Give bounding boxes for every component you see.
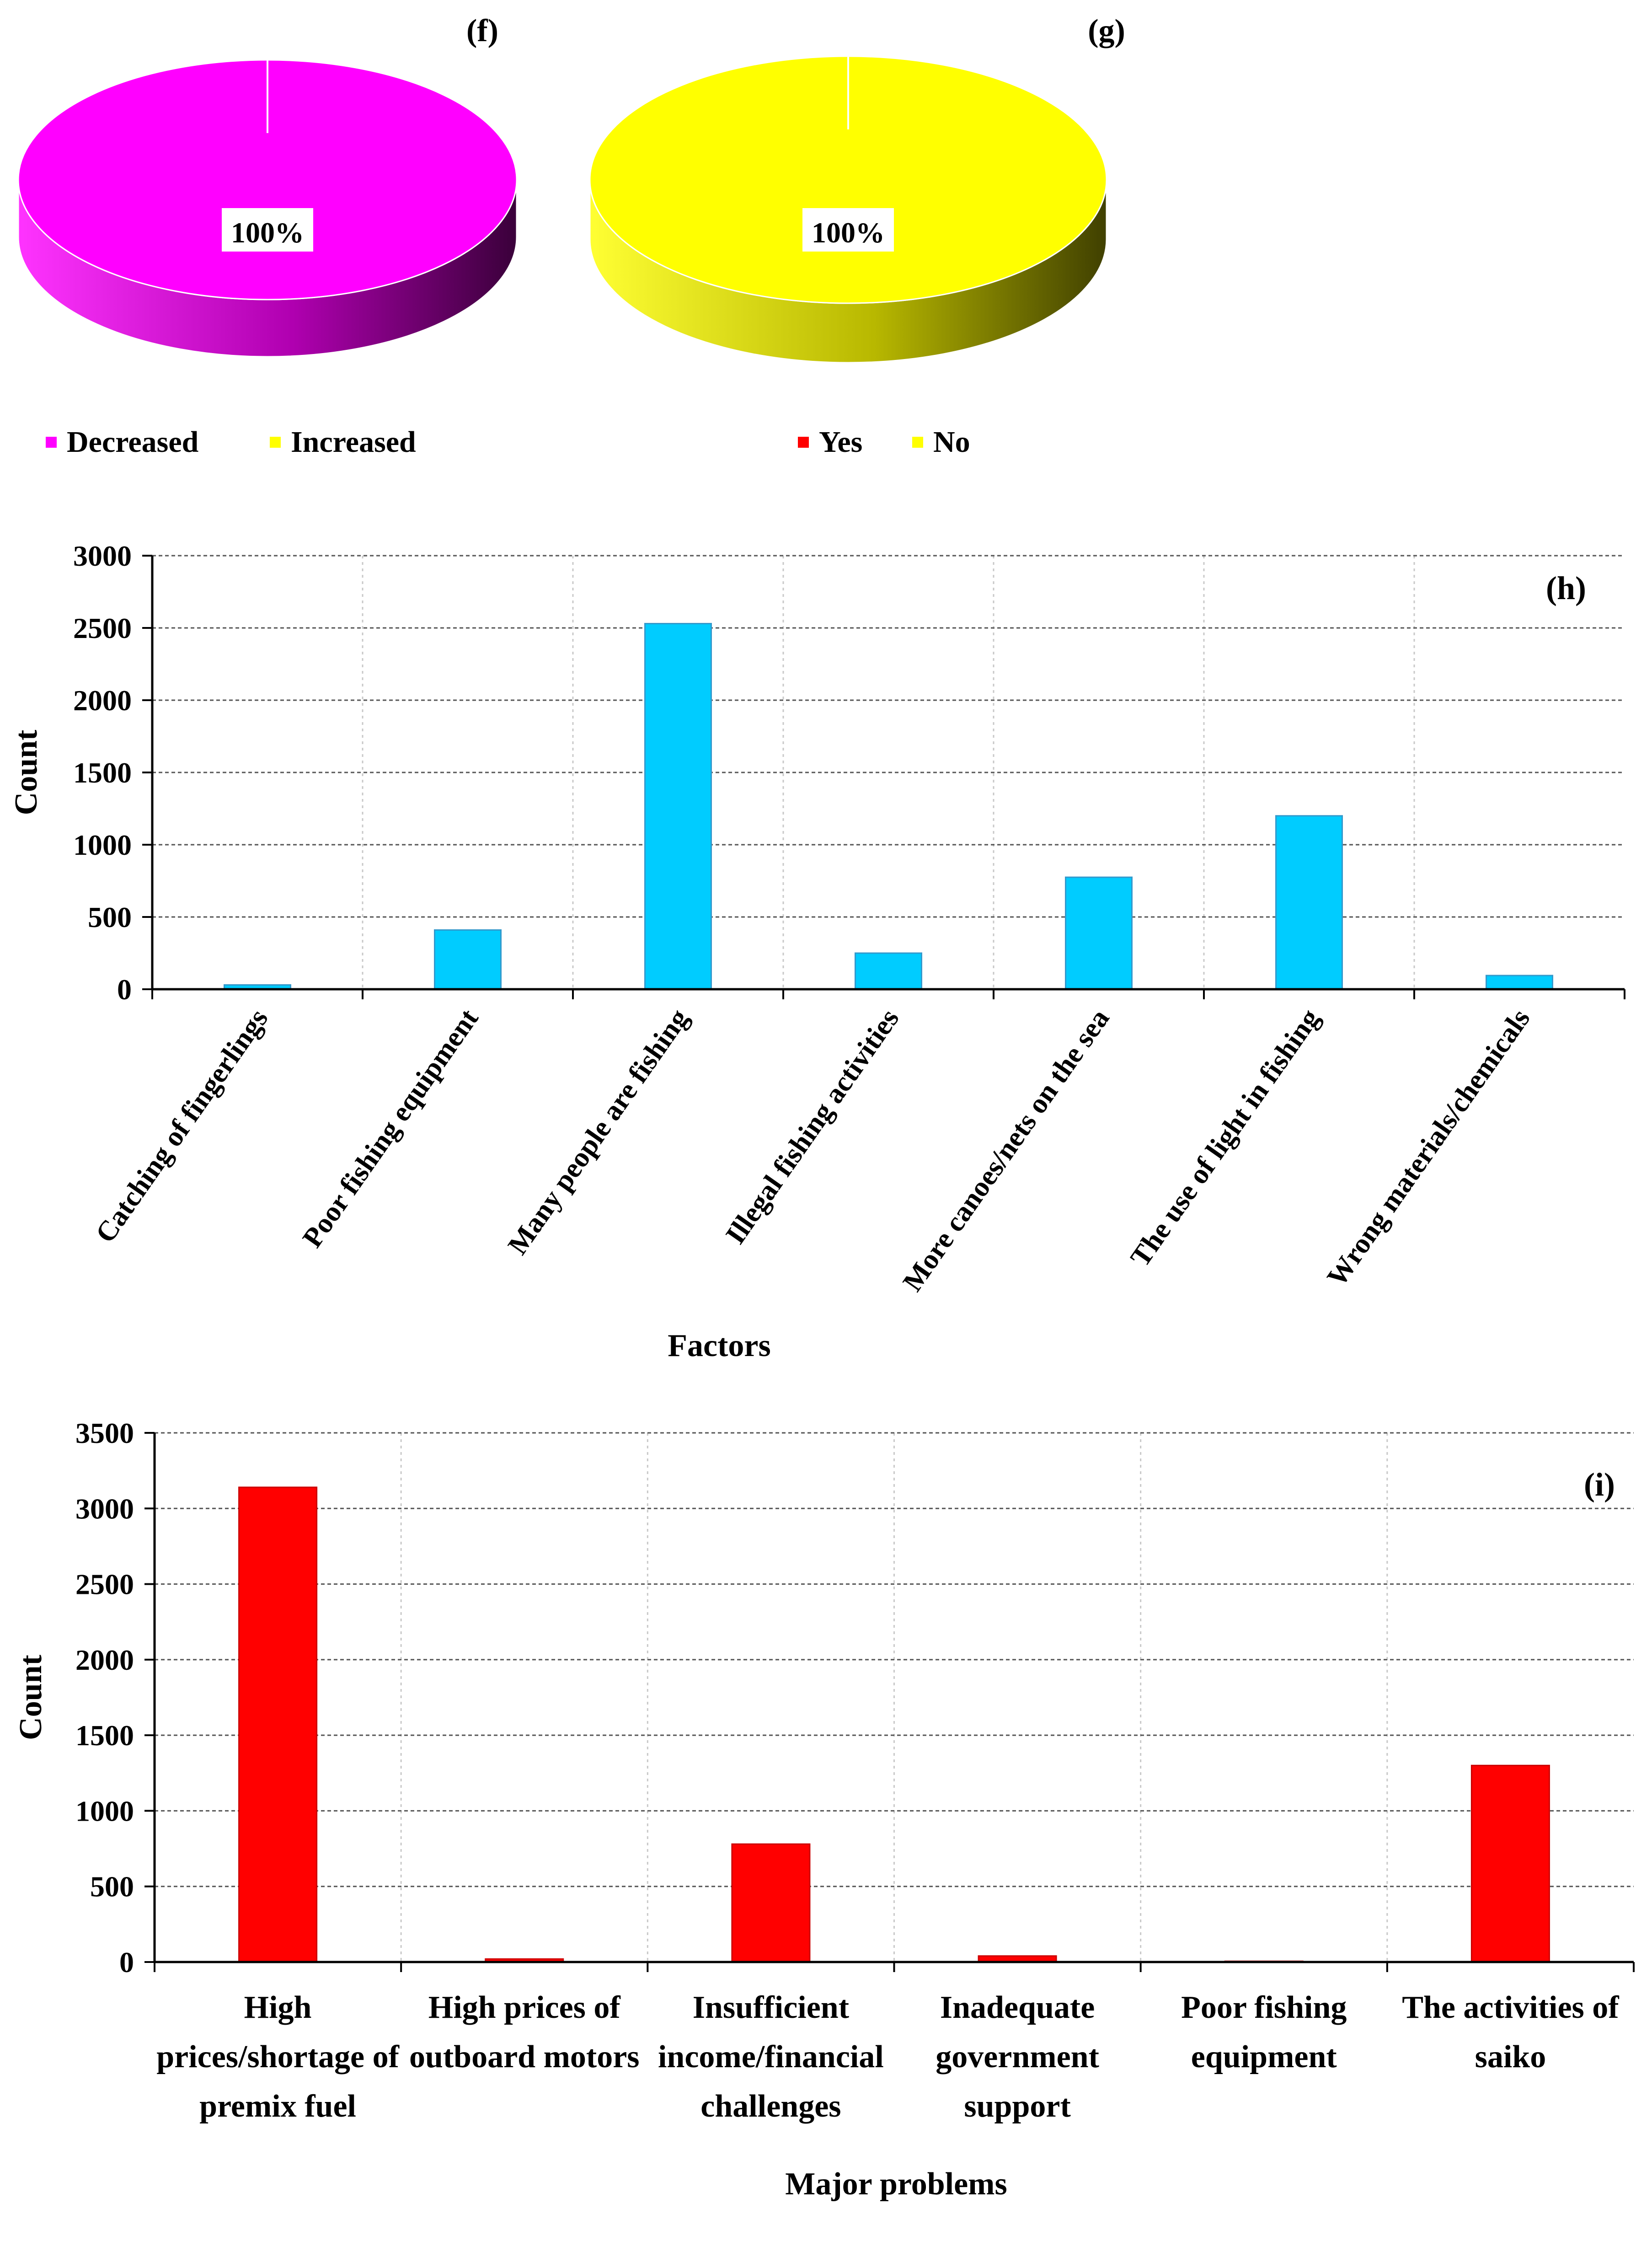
y-tick-label: 500 bbox=[90, 1871, 134, 1903]
y-axis-label: Count bbox=[9, 730, 44, 815]
y-tick-label: 3500 bbox=[75, 1417, 134, 1449]
y-tick-label: 2000 bbox=[73, 684, 132, 717]
legend-swatch-no bbox=[912, 437, 923, 448]
pie-percent-label: 100% bbox=[812, 216, 885, 249]
x-axis-label: Major problems bbox=[785, 2166, 1007, 2202]
legend-label-yes: Yes bbox=[819, 425, 862, 459]
x-axis-label: Factors bbox=[668, 1328, 770, 1363]
bar-chart-i: 0 500 1000 1500 2000 2500 3000 3500 (i) Count Majo… bbox=[13, 1417, 1635, 2202]
y-tick-label: 0 bbox=[117, 973, 132, 1006]
panel-label-f: (f) bbox=[466, 13, 498, 48]
bar-5 bbox=[1470, 1764, 1550, 1963]
panel-label-g: (g) bbox=[1088, 13, 1125, 48]
legend-label-no: No bbox=[933, 425, 970, 459]
panel-label-h: (h) bbox=[1546, 570, 1586, 606]
y-axis-label: Count bbox=[13, 1655, 48, 1740]
x-tick-label: prices/shortage of bbox=[156, 2039, 399, 2075]
bar-1 bbox=[434, 929, 502, 990]
legend-label-decreased: Decreased bbox=[67, 425, 198, 459]
x-tick-label: The activities of bbox=[1402, 1990, 1619, 2025]
pie-charts-group: 100% (f) Decreased Increased 100% (g) Yes No bbox=[17, 13, 1125, 459]
x-tick-label: More canoes/nets on the sea bbox=[897, 1003, 1116, 1297]
x-tick-label: saiko bbox=[1475, 2039, 1546, 2075]
legend-swatch-increased bbox=[270, 437, 281, 448]
bar-5 bbox=[1275, 815, 1343, 990]
y-tick-label: 500 bbox=[88, 901, 132, 933]
y-tick-label: 0 bbox=[119, 1946, 134, 1978]
bar-6 bbox=[1486, 975, 1553, 990]
bar-2 bbox=[644, 623, 712, 990]
panel-label-i: (i) bbox=[1584, 1466, 1615, 1503]
bar-4 bbox=[1065, 876, 1133, 990]
x-tick-label: support bbox=[964, 2089, 1070, 2124]
bar-0 bbox=[238, 1486, 318, 1963]
x-tick-label: income/financial bbox=[658, 2039, 884, 2075]
y-tick-label: 1000 bbox=[73, 829, 132, 861]
pie-percent-label: 100% bbox=[231, 216, 304, 249]
y-tick-label: 2500 bbox=[75, 1568, 134, 1601]
x-tick-label: Wrong materials/chemicals bbox=[1321, 1003, 1536, 1292]
x-tick-label: High prices of bbox=[428, 1990, 621, 2025]
x-tick-label: High bbox=[244, 1990, 312, 2025]
bar-3 bbox=[855, 952, 922, 990]
x-tick-label: The use of light in fishing bbox=[1124, 1003, 1326, 1272]
y-tick-label: 1500 bbox=[75, 1719, 134, 1752]
x-tick-label: Poor fishing equipment bbox=[297, 1003, 485, 1253]
y-tick-label: 1000 bbox=[75, 1795, 134, 1827]
y-tick-label: 3000 bbox=[75, 1492, 134, 1525]
x-tick-label: equipment bbox=[1191, 2039, 1337, 2075]
x-tick-label: Illegal fishing activities bbox=[720, 1003, 905, 1249]
bar-chart-h: 0 500 1000 1500 2000 2500 3000 (h) Count Factors C… bbox=[9, 540, 1625, 1363]
y-tick-label: 1500 bbox=[73, 756, 132, 789]
x-tick-label: government bbox=[936, 2039, 1099, 2075]
y-tick-label: 3000 bbox=[73, 540, 132, 572]
pie-label-box bbox=[222, 208, 313, 252]
x-tick-label: Catching of fingerlings bbox=[90, 1003, 274, 1249]
x-tick-label: premix fuel bbox=[199, 2089, 356, 2124]
pie-f: 100% (f) Decreased Increased bbox=[17, 13, 518, 459]
legend-swatch-yes bbox=[798, 437, 809, 448]
pie-label-box bbox=[802, 208, 894, 252]
x-tick-label: outboard motors bbox=[409, 2039, 640, 2075]
pie-g: 100% (g) Yes No bbox=[589, 13, 1125, 459]
legend-swatch-decreased bbox=[46, 437, 57, 448]
bar-2 bbox=[731, 1843, 811, 1963]
x-tick-label: Insufficient bbox=[693, 1990, 849, 2025]
y-tick-label: 2000 bbox=[75, 1644, 134, 1676]
y-tick-label: 2500 bbox=[73, 612, 132, 644]
x-tick-label: Many people are fishing bbox=[502, 1003, 695, 1260]
legend-label-increased: Increased bbox=[291, 425, 416, 459]
x-tick-label: Poor fishing bbox=[1181, 1990, 1347, 2025]
x-tick-label: challenges bbox=[700, 2089, 841, 2124]
x-tick-label: Inadequate bbox=[940, 1990, 1095, 2025]
